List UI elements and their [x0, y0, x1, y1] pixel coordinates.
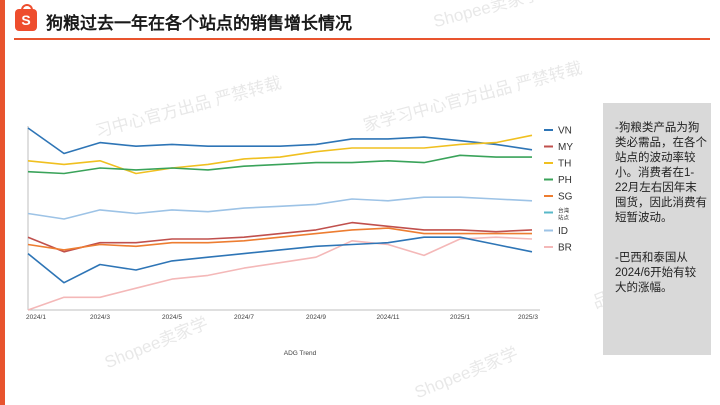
series-line-id: [27, 196, 533, 220]
legend-label: VN: [558, 126, 572, 137]
x-tick-label: 2024/3: [90, 314, 110, 321]
note-volatility: -狗粮类产品为狗类必需品，在各个站点的波动率较小。消费者在1-22月左右因年末囤…: [615, 122, 707, 224]
legend-label: SG: [558, 192, 573, 203]
x-tick-label: 2024/11: [376, 314, 399, 321]
series-line-sg: [27, 227, 532, 251]
x-tick-label: 2025/3: [518, 314, 538, 321]
x-tick-label: 2024/7: [234, 314, 254, 321]
series-line-ph: [27, 154, 532, 175]
series-line-th: [27, 134, 533, 175]
x-tick-label: 2025/1: [450, 314, 470, 321]
series-line-vn: [27, 127, 533, 155]
notes-panel: -狗粮类产品为狗类必需品，在各个站点的波动率较小。消费者在1-22月左右因年末囤…: [603, 103, 711, 355]
accent-bar-top: [0, 0, 5, 44]
legend-label: MY: [558, 142, 573, 153]
x-tick-label: 2024/5: [162, 314, 182, 321]
legend-label: BR: [558, 243, 572, 254]
accent-bar-side: [0, 44, 5, 405]
page-title: 狗粮过去一年在各个站点的销售增长情况: [46, 14, 352, 33]
x-tick-label: 2024/1: [26, 314, 46, 321]
header-divider: [14, 38, 710, 40]
legend-label: TH: [558, 159, 571, 170]
series-line-vn-low: [27, 236, 533, 284]
legend-label: 站点: [558, 214, 570, 222]
legend-label: PH: [558, 175, 572, 186]
series-line-br: [27, 236, 533, 311]
legend-label: ID: [558, 226, 568, 237]
chart-title: ADG Trend: [284, 350, 317, 357]
note-brazil-thailand: -巴西和泰国从2024/6开始有较大的涨幅。: [615, 252, 697, 294]
shopee-bag-icon: S: [15, 4, 37, 31]
x-tick-label: 2024/9: [306, 314, 326, 321]
series-line-my: [27, 221, 533, 253]
legend-label: 台湾: [558, 207, 570, 215]
